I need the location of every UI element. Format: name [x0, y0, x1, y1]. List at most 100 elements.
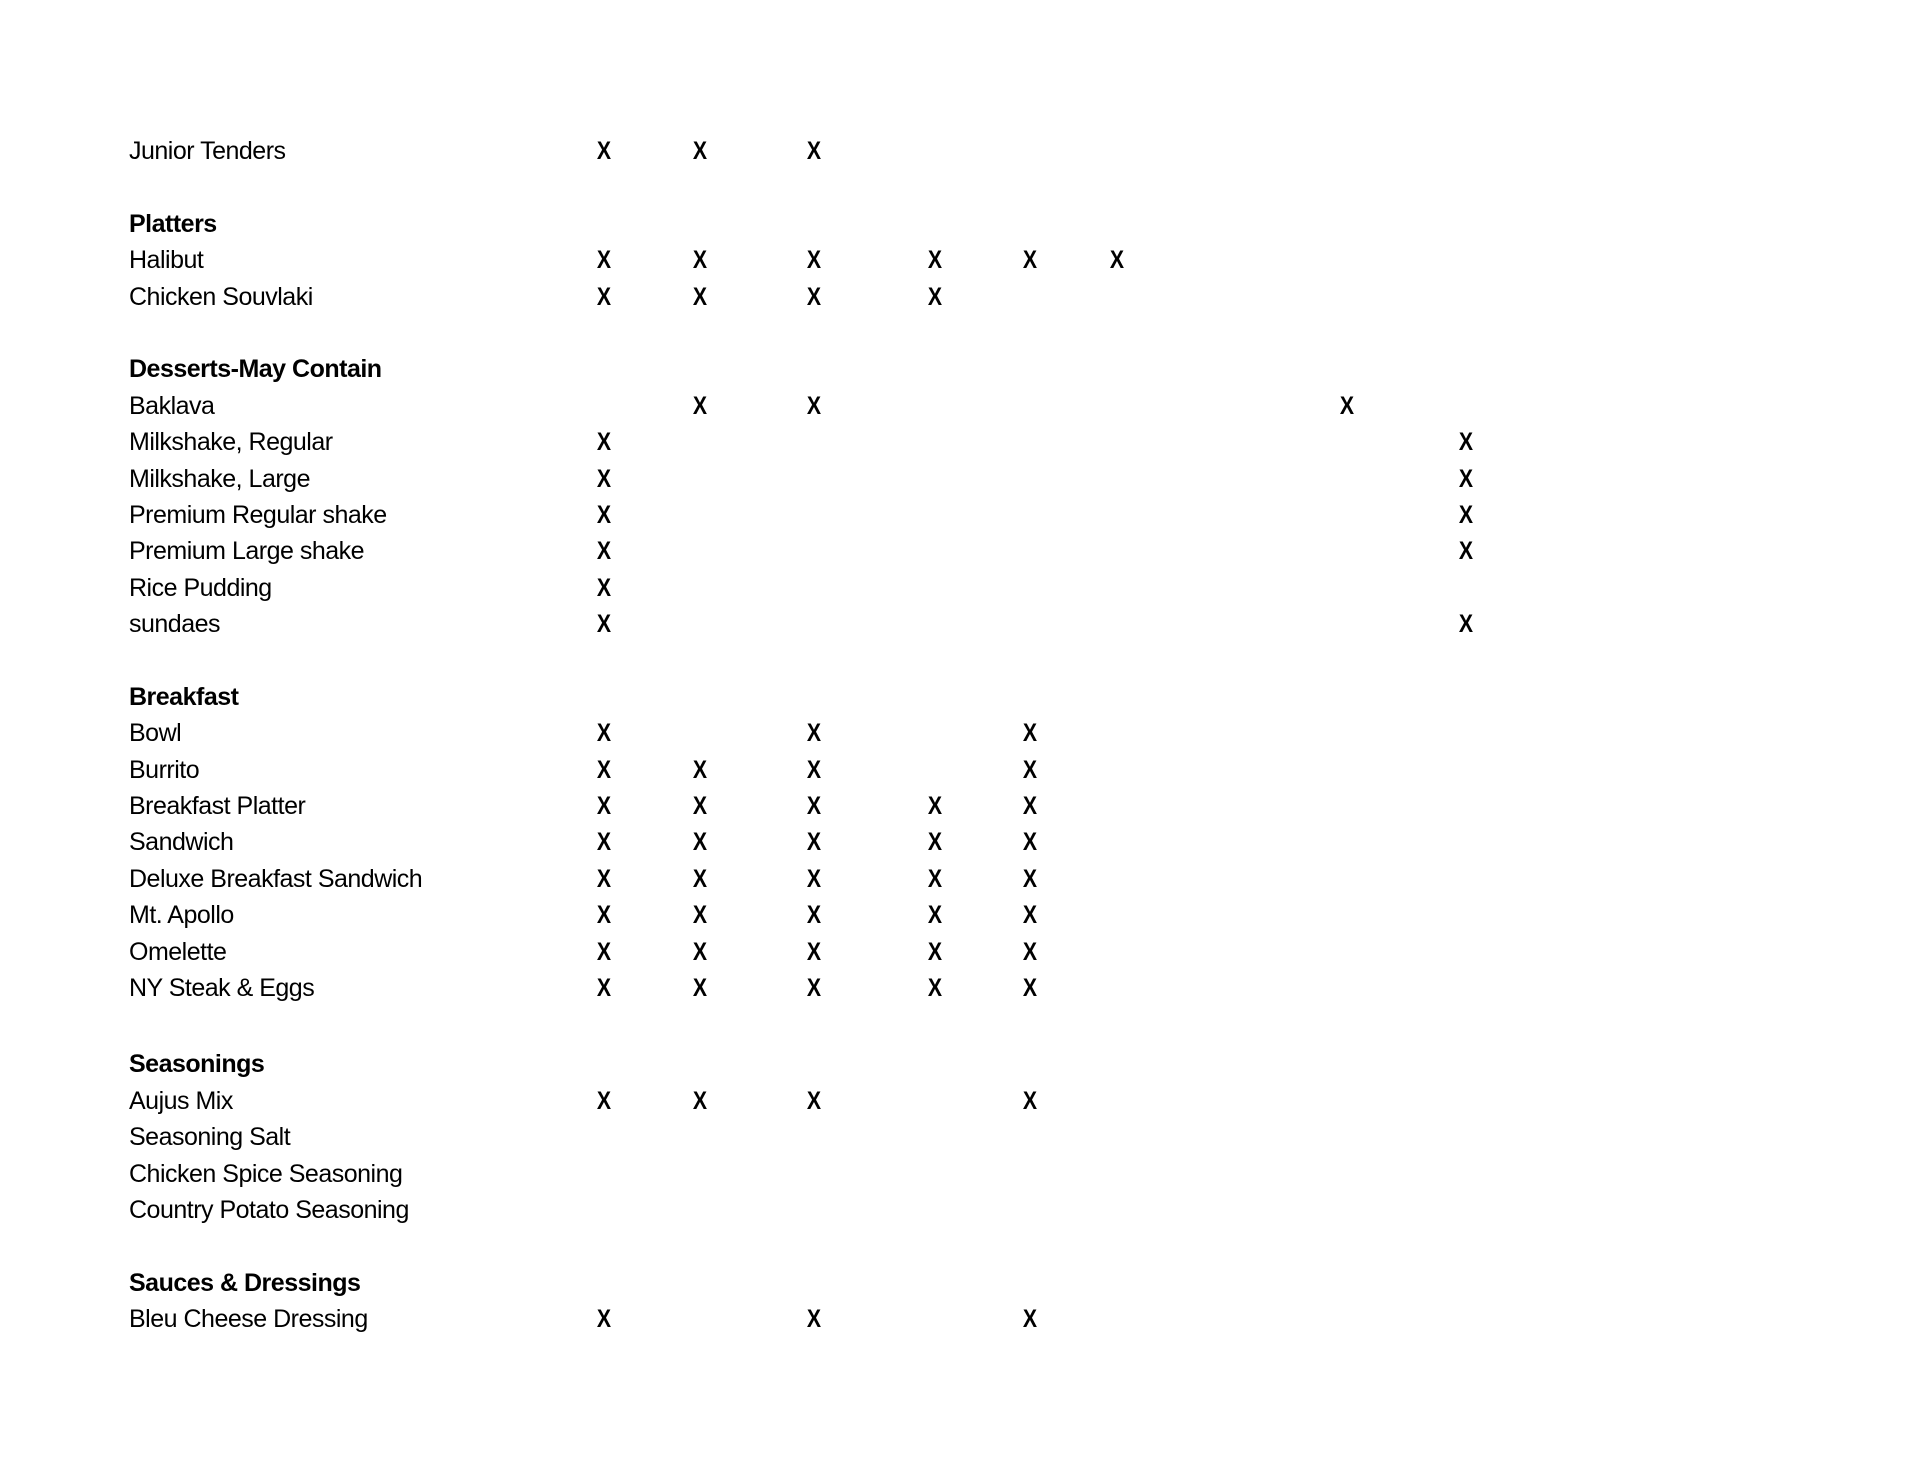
item-label: Bleu Cheese Dressing	[129, 1305, 368, 1334]
item-label: Aujus Mix	[129, 1086, 233, 1115]
allergen-table: Junior Tenders X X X Platters Halibut X X X X X X Ch…	[0, 133, 1920, 1338]
x-mark: X	[596, 610, 612, 639]
item-label: Sandwich	[129, 828, 234, 857]
section-title: Sauces & Dressings	[129, 1268, 361, 1297]
x-mark: X	[692, 901, 708, 930]
x-mark: X	[806, 973, 822, 1002]
x-mark: X	[927, 246, 943, 275]
x-mark: X	[927, 901, 943, 930]
x-mark: X	[596, 428, 612, 457]
x-mark: X	[927, 282, 943, 311]
table-row: Bleu Cheese Dressing X X X	[0, 1301, 1920, 1337]
x-mark: X	[596, 1086, 612, 1115]
item-label: Breakfast Platter	[129, 792, 306, 821]
item-label: Bowl	[129, 719, 182, 748]
section-title: Seasonings	[129, 1050, 265, 1079]
x-mark: X	[1022, 864, 1038, 893]
x-mark: X	[806, 1305, 822, 1334]
x-mark: X	[596, 137, 612, 165]
x-mark: X	[1022, 1086, 1038, 1115]
x-mark: X	[692, 973, 708, 1002]
item-label: Omelette	[129, 937, 227, 966]
x-mark: X	[1458, 428, 1474, 457]
item-label: Baklava	[129, 391, 215, 420]
x-mark: X	[596, 792, 612, 821]
x-mark: X	[806, 137, 822, 165]
item-label: Premium Regular shake	[129, 500, 387, 529]
table-row: Chicken Souvlaki X X X X	[0, 279, 1920, 315]
item-label: Deluxe Breakfast Sandwich	[129, 864, 423, 893]
spacer-row	[0, 1006, 1920, 1046]
x-mark: X	[692, 864, 708, 893]
table-row: sundaes X X	[0, 606, 1920, 642]
x-mark: X	[806, 719, 822, 748]
table-row: Junior Tenders X X X	[0, 133, 1920, 169]
item-label: Country Potato Seasoning	[129, 1195, 409, 1224]
x-mark: X	[596, 973, 612, 1002]
x-mark: X	[806, 1086, 822, 1115]
section-heading: Platters	[0, 206, 1920, 242]
section-title: Breakfast	[129, 682, 239, 711]
x-mark: X	[596, 755, 612, 784]
spacer-row	[0, 1228, 1920, 1264]
x-mark: X	[596, 719, 612, 748]
table-row: Milkshake, Regular X X	[0, 424, 1920, 460]
table-row: Omelette X X X X X	[0, 934, 1920, 970]
table-row: Bowl X X X	[0, 715, 1920, 751]
x-mark: X	[692, 282, 708, 311]
item-label: sundaes	[129, 610, 221, 639]
x-mark: X	[596, 246, 612, 275]
x-mark: X	[806, 828, 822, 857]
table-row: Deluxe Breakfast Sandwich X X X X X	[0, 861, 1920, 897]
x-mark: X	[806, 282, 822, 311]
table-row: NY Steak & Eggs X X X X X	[0, 970, 1920, 1006]
table-row: Burrito X X X X	[0, 752, 1920, 788]
table-row: Milkshake, Large X X	[0, 461, 1920, 497]
table-row: Country Potato Seasoning	[0, 1192, 1920, 1228]
item-label: NY Steak & Eggs	[129, 973, 315, 1002]
x-mark: X	[692, 391, 708, 420]
item-label: Burrito	[129, 755, 200, 784]
section-title: Platters	[129, 209, 217, 238]
x-mark: X	[1109, 246, 1125, 275]
item-label: Junior Tenders	[129, 137, 286, 165]
table-row: Chicken Spice Seasoning	[0, 1156, 1920, 1192]
section-heading: Breakfast	[0, 679, 1920, 715]
x-mark: X	[692, 792, 708, 821]
x-mark: X	[1022, 755, 1038, 784]
x-mark: X	[692, 1086, 708, 1115]
x-mark: X	[596, 937, 612, 966]
item-label: Chicken Spice Seasoning	[129, 1159, 403, 1188]
item-label: Milkshake, Large	[129, 464, 310, 493]
x-mark: X	[1339, 391, 1355, 420]
x-mark: X	[806, 391, 822, 420]
spacer-row	[0, 315, 1920, 351]
section-heading: Sauces & Dressings	[0, 1265, 1920, 1301]
item-label: Rice Pudding	[129, 573, 272, 602]
x-mark: X	[927, 864, 943, 893]
x-mark: X	[596, 828, 612, 857]
x-mark: X	[1022, 1305, 1038, 1334]
x-mark: X	[596, 864, 612, 893]
x-mark: X	[692, 246, 708, 275]
section-title: Desserts-May Contain	[129, 355, 382, 384]
x-mark: X	[692, 937, 708, 966]
x-mark: X	[596, 1305, 612, 1334]
x-mark: X	[1022, 246, 1038, 275]
table-row: Rice Pudding X	[0, 570, 1920, 606]
item-label: Halibut	[129, 246, 204, 275]
item-label: Seasoning Salt	[129, 1123, 291, 1152]
table-row: Sandwich X X X X X	[0, 824, 1920, 860]
x-mark: X	[1022, 828, 1038, 857]
x-mark: X	[927, 937, 943, 966]
table-row: Premium Large shake X X	[0, 533, 1920, 569]
spacer-row	[0, 169, 1920, 205]
x-mark: X	[596, 537, 612, 566]
item-label: Mt. Apollo	[129, 901, 234, 930]
x-mark: X	[1022, 973, 1038, 1002]
x-mark: X	[1022, 719, 1038, 748]
x-mark: X	[692, 137, 708, 165]
x-mark: X	[927, 792, 943, 821]
x-mark: X	[1022, 792, 1038, 821]
x-mark: X	[596, 282, 612, 311]
